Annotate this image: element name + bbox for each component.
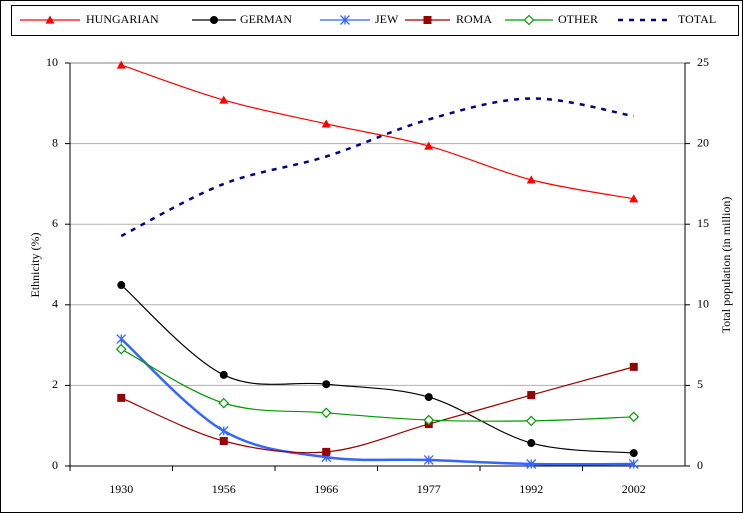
series-line — [120, 97, 634, 238]
marker — [117, 393, 126, 402]
marker — [523, 14, 535, 26]
y-axis-label: Ethnicity (%) — [28, 233, 42, 298]
marker — [115, 343, 127, 355]
marker — [526, 175, 536, 184]
x-tick-label: 2002 — [622, 482, 646, 496]
marker — [321, 119, 331, 128]
marker — [629, 362, 638, 371]
marker — [218, 425, 229, 436]
marker — [629, 449, 638, 458]
y2-tick-label: 0 — [697, 458, 703, 472]
marker — [218, 397, 230, 409]
marker — [210, 16, 218, 24]
marker — [423, 16, 432, 24]
marker — [628, 411, 640, 423]
series-line — [120, 348, 634, 422]
marker — [322, 380, 331, 389]
y2-tick-label: 10 — [697, 297, 709, 311]
x-tick-label: 1966 — [314, 482, 338, 496]
marker — [320, 407, 332, 419]
legend-label: JEW — [375, 12, 399, 26]
marker — [629, 194, 639, 203]
legend-box — [11, 5, 739, 36]
legend-label: OTHER — [558, 12, 598, 26]
marker — [525, 415, 537, 427]
marker — [423, 454, 434, 465]
marker — [527, 439, 536, 448]
marker — [219, 437, 228, 446]
y2-tick-label: 5 — [697, 377, 703, 391]
x-tick-label: 1992 — [519, 482, 543, 496]
marker — [628, 459, 639, 469]
series-line — [120, 338, 634, 466]
legend-label: TOTAL — [678, 12, 716, 26]
marker — [219, 95, 229, 104]
marker — [424, 393, 433, 402]
y2-tick-label: 15 — [697, 216, 709, 230]
series-line — [121, 366, 634, 454]
marker — [424, 141, 434, 150]
marker — [340, 15, 350, 25]
x-tick-label: 1956 — [212, 482, 236, 496]
y-tick-label: 10 — [46, 55, 58, 69]
marker — [45, 15, 55, 24]
marker — [322, 447, 331, 456]
marker — [117, 281, 126, 290]
y-tick-label: 4 — [52, 297, 58, 311]
y-tick-label: 2 — [52, 377, 58, 391]
marker — [526, 459, 537, 469]
series-line — [120, 284, 634, 454]
marker — [423, 414, 435, 426]
y-tick-label: 6 — [52, 216, 58, 230]
marker — [116, 60, 126, 69]
legend-label: ROMA — [456, 12, 492, 26]
legend-label: HUNGARIAN — [86, 12, 159, 26]
marker — [116, 334, 127, 345]
x-tick-label: 1977 — [417, 482, 441, 496]
series-line — [121, 64, 634, 200]
legend-label: GERMAN — [240, 12, 292, 26]
marker — [527, 391, 536, 400]
x-tick-label: 1930 — [109, 482, 133, 496]
y-tick-label: 0 — [52, 458, 58, 472]
marker — [219, 370, 228, 379]
y2-tick-label: 25 — [697, 55, 709, 69]
y2-tick-label: 20 — [697, 135, 709, 149]
y2-axis-label: Total population (in million) — [719, 197, 733, 334]
y-tick-label: 8 — [52, 135, 58, 149]
